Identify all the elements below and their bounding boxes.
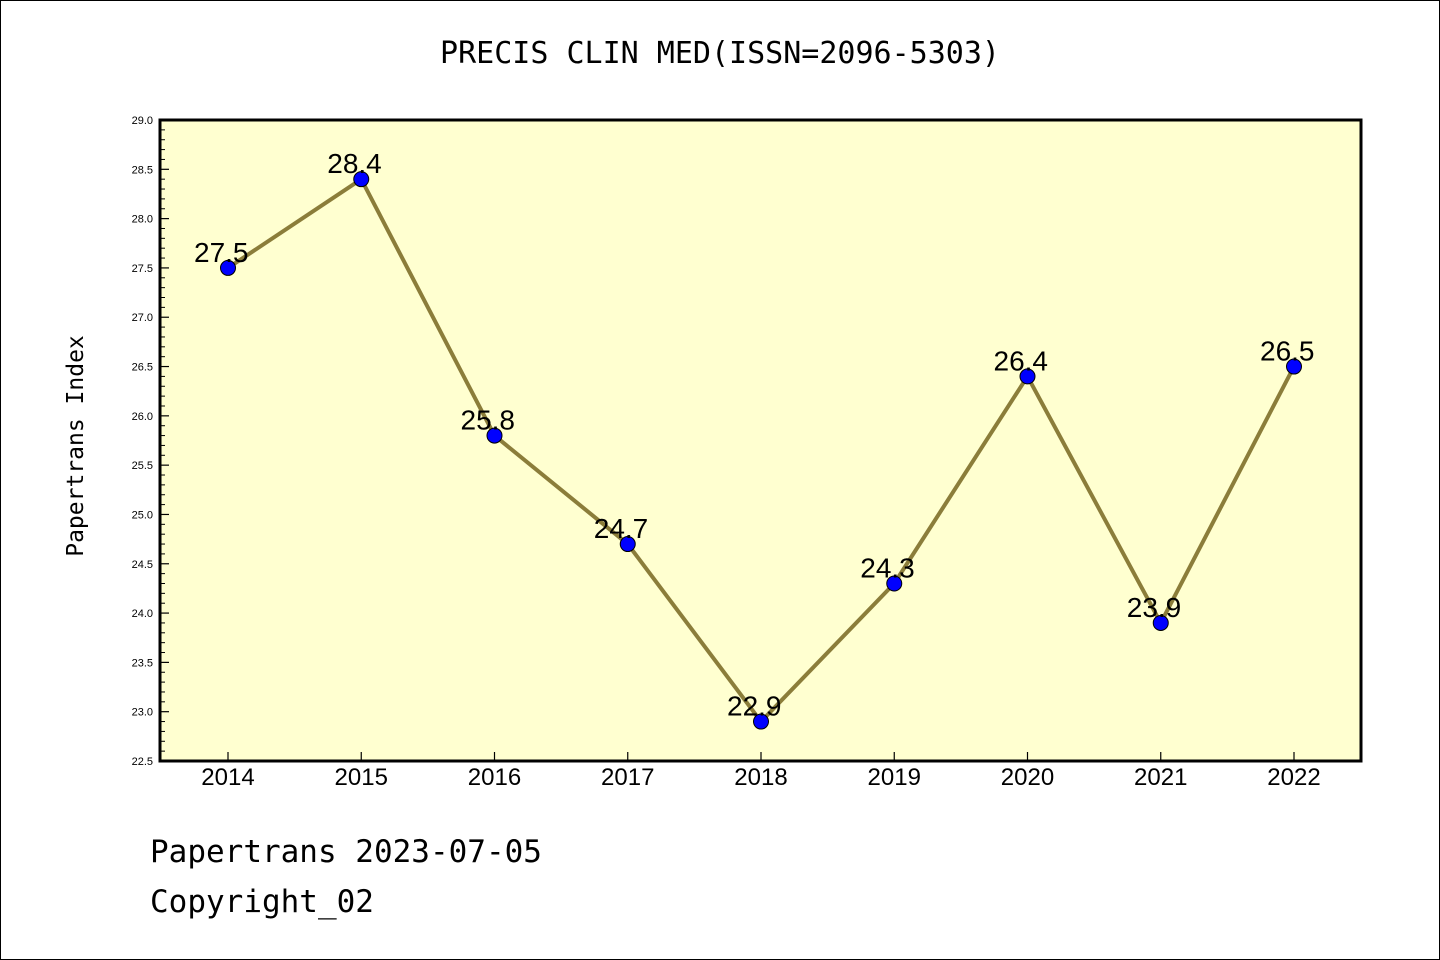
- data-point: [1019, 368, 1036, 385]
- x-tick-label: 2019: [868, 764, 921, 791]
- data-point: [886, 575, 903, 592]
- x-tick-label: 2021: [1134, 764, 1187, 791]
- data-point: [1152, 614, 1169, 631]
- data-point: [753, 713, 769, 730]
- data-labels: 27.5 28.4 25.8 24.7 22.9 24.3 26.4 23.9 26.5: [194, 148, 1315, 721]
- y-tick-label: 26.5: [132, 362, 153, 374]
- y-tick-label: 27.0: [132, 312, 153, 324]
- y-tick-label: 28.5: [132, 164, 153, 176]
- chart-title: PRECIS CLIN MED(ISSN=2096-5303): [440, 36, 1000, 71]
- y-axis: 22.5 23.0 23.5 24.0 24.5 25.0 25.5 26.0 26.5 27.0…: [132, 115, 169, 768]
- y-tick-label: 28.0: [132, 214, 153, 226]
- data-point: [353, 171, 370, 188]
- data-point: [220, 259, 236, 276]
- footer-copyright: Copyright_02: [150, 884, 374, 920]
- data-point: [1286, 358, 1302, 375]
- data-label: 22.9: [727, 691, 782, 722]
- y-tick-label: 26.0: [132, 411, 153, 423]
- y-tick-label: 24.0: [132, 608, 153, 620]
- y-tick-label: 22.5: [132, 756, 153, 768]
- data-point: [486, 427, 503, 444]
- y-tick-label: 23.0: [132, 707, 153, 719]
- x-tick-label: 2015: [335, 764, 388, 791]
- data-label: 26.5: [1260, 336, 1315, 367]
- data-label: 27.5: [194, 237, 249, 268]
- y-tick-label: 25.0: [132, 509, 153, 521]
- data-label: 23.9: [1127, 592, 1182, 623]
- data-label: 28.4: [327, 148, 382, 179]
- x-tick-label: 2016: [468, 764, 521, 791]
- x-tick-label: 2014: [201, 764, 254, 791]
- footer-date: Papertrans 2023-07-05: [150, 834, 542, 870]
- data-label: 24.3: [860, 552, 915, 583]
- data-label: 24.7: [594, 513, 649, 544]
- x-axis: 2014 2015 2016 2017 2018 2019 2020 2021 2022: [201, 752, 1321, 791]
- x-tick-label: 2022: [1267, 764, 1320, 791]
- y-tick-label: 29.0: [132, 115, 153, 127]
- y-tick-label: 25.5: [132, 460, 153, 472]
- x-tick-label: 2018: [734, 764, 787, 791]
- data-label: 25.8: [461, 405, 516, 436]
- data-point: [619, 536, 636, 553]
- y-tick-label: 23.5: [132, 657, 153, 669]
- x-tick-label: 2017: [601, 764, 654, 791]
- plot-area: [158, 118, 1363, 763]
- y-tick-label: 24.5: [132, 559, 153, 571]
- x-tick-label: 2020: [1001, 764, 1054, 791]
- data-label: 26.4: [994, 345, 1049, 376]
- y-tick-label: 27.5: [132, 263, 153, 275]
- data-markers: [220, 171, 1302, 730]
